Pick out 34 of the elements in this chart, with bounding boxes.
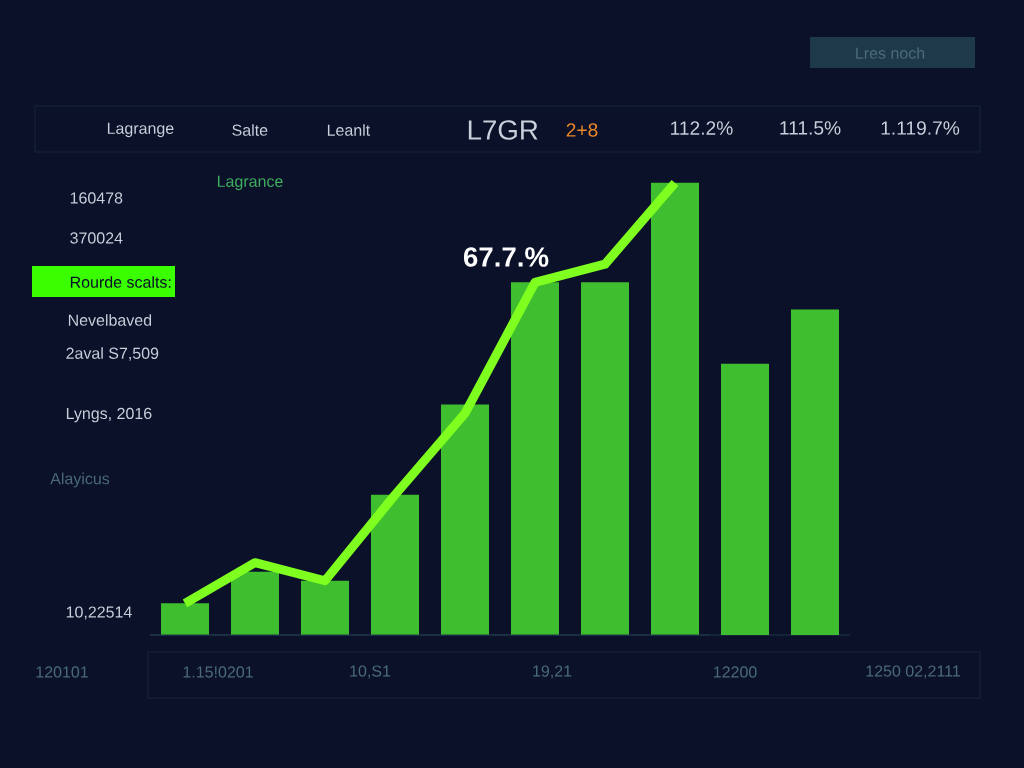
text: 1250 02,2111 — [866, 665, 960, 679]
text: 1.15!0201 — [183, 666, 253, 678]
bar — [161, 603, 209, 635]
text: 10,S1 — [350, 665, 391, 679]
annotation: Lyngs, 2016 — [66, 407, 152, 423]
text: 160478 — [70, 192, 123, 204]
text: 1.119.7% — [881, 121, 960, 135]
text: Lagrange — [107, 122, 174, 138]
annotation: Lagrance — [217, 175, 283, 191]
text: 112.2% — [671, 121, 733, 135]
text: 2+8 — [566, 123, 598, 137]
text: 19,21 — [533, 665, 572, 679]
text: 111.5% — [780, 121, 841, 135]
annotation: 2aval S7,509 — [66, 347, 159, 361]
bar — [231, 571, 279, 635]
text: L7GR — [468, 120, 538, 140]
bar — [581, 282, 629, 635]
annotation: 67.7.% — [463, 247, 549, 267]
annotation: Rourde scalts: — [70, 276, 171, 288]
bar — [301, 580, 349, 635]
text: Leanlt — [327, 124, 371, 136]
text: Alayicus — [50, 472, 110, 488]
bar — [791, 309, 839, 635]
bar — [651, 182, 699, 635]
text: 12200 — [713, 666, 757, 678]
bar — [721, 363, 769, 635]
annotation: Nevelbaved — [68, 314, 152, 326]
bar — [441, 404, 489, 635]
text: 120101 — [36, 666, 88, 678]
bar — [511, 282, 560, 635]
text: 370024 — [70, 232, 123, 244]
text: Salte — [232, 124, 268, 136]
text: 10,22514 — [66, 606, 132, 620]
bar — [371, 494, 419, 635]
